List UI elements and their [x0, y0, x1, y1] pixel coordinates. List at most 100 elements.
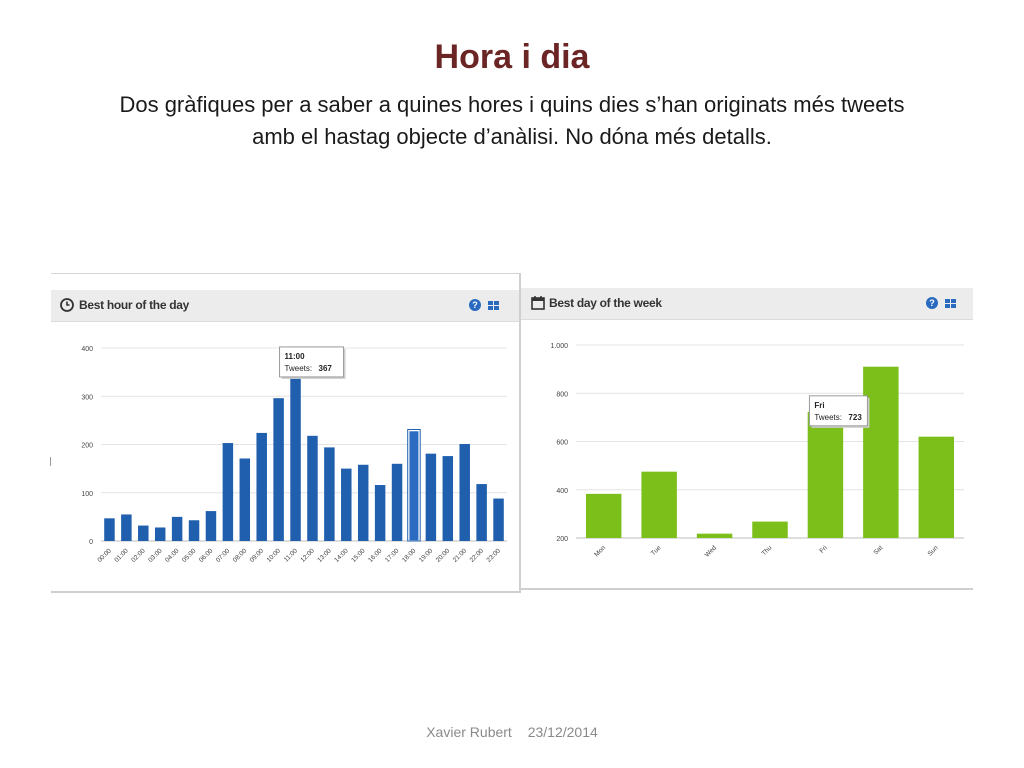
hour-bar — [205, 511, 217, 541]
hour-tooltip-box — [279, 346, 345, 378]
hour-xtick-label: 16:00 — [367, 547, 384, 564]
hour-xtick-label: 07:00 — [215, 547, 232, 564]
hour-xtick-label: 20:00 — [435, 547, 452, 564]
hour-bar — [171, 516, 183, 541]
day-ytick-label: 400 — [556, 488, 568, 495]
hour-ytick-label: 100 — [81, 491, 93, 498]
hour-xtick-label: 19:00 — [418, 547, 435, 564]
hour-bar — [104, 518, 115, 541]
hour-ytick-label: 0 — [89, 539, 93, 546]
hour-bar — [256, 432, 267, 541]
day-ytick-label: 800 — [556, 391, 568, 398]
day-ytick-label: 600 — [556, 440, 568, 447]
layout-grid-icon[interactable] — [488, 301, 500, 311]
slide-title: Hora i dia — [434, 38, 590, 76]
hour-xtick-label: 15:00 — [350, 547, 367, 564]
hour-bar — [324, 447, 335, 541]
hour-xtick-label: 01:00 — [113, 547, 130, 564]
hour-xtick-label: 11:00 — [283, 547, 299, 563]
footer-date: 23/12/2014 — [527, 724, 598, 740]
hour-tooltip-value: 367 — [319, 364, 333, 373]
day-ytick-label: 1.000 — [550, 343, 568, 350]
footer-author: Xavier Rubert — [426, 724, 512, 740]
hour-xtick-label: 12:00 — [299, 547, 316, 564]
best-hour-chart: 0 100 200 300 400 00:00 01:00 02:00 03:00 04:00 05… — [81, 346, 507, 564]
day-xtick-label: Thu — [761, 544, 774, 557]
day-ytick-label: 200 — [556, 536, 568, 543]
best-hour-panel: Best hour of the day ? 0 100 200 300 400 00:0… — [51, 273, 521, 593]
day-xtick-label: Sat — [872, 544, 884, 556]
hour-bar — [121, 514, 132, 541]
hour-xtick-label: 10:00 — [266, 547, 283, 564]
hour-bar — [290, 363, 301, 541]
day-bar — [696, 533, 733, 538]
best-day-header: Best day of the week ? — [521, 288, 973, 320]
edge-marker — [50, 457, 51, 466]
hour-tooltip: 11:00 Tweets: 367 — [279, 346, 346, 379]
hour-ytick-label: 300 — [81, 394, 93, 401]
best-hour-header: Best hour of the day ? — [51, 290, 519, 322]
slide-subtitle: Dos gràfiques per a saber a quines hores… — [119, 92, 905, 149]
day-tooltip-category: Fri — [814, 401, 824, 410]
hour-xtick-label: 00:00 — [96, 547, 113, 564]
hour-bar — [493, 498, 504, 541]
hour-bar — [425, 453, 437, 541]
hour-bar — [188, 520, 200, 541]
clock-icon — [60, 298, 74, 312]
hour-xtick-label: 08:00 — [232, 547, 249, 564]
hour-bar — [138, 525, 149, 541]
hour-xtick-label: 04:00 — [164, 547, 181, 564]
day-tooltip-value: 723 — [848, 413, 862, 422]
hour-xtick-label: 09:00 — [249, 547, 266, 564]
hour-xtick-label: 21:00 — [452, 547, 469, 564]
hour-xtick-label: 05:00 — [181, 547, 198, 564]
hour-bar — [374, 485, 386, 541]
hour-xtick-label: 22:00 — [469, 547, 486, 564]
hour-bar — [154, 527, 166, 541]
day-bar — [585, 493, 622, 538]
day-tooltip: Fri Tweets: 723 — [808, 395, 870, 428]
best-day-title: Best day of the week — [549, 296, 662, 310]
day-xtick-label: Tue — [650, 544, 663, 557]
hour-ytick-label: 200 — [81, 443, 93, 450]
hour-bar — [239, 458, 251, 541]
hour-bar — [442, 456, 454, 541]
day-tooltip-box — [808, 395, 868, 427]
hour-xtick-label: 23:00 — [485, 547, 502, 564]
hour-bar — [459, 444, 470, 541]
calendar-icon — [531, 296, 545, 310]
help-icon[interactable]: ? — [926, 297, 938, 309]
day-tooltip-label: Tweets: — [814, 413, 842, 422]
hour-bar — [357, 464, 369, 541]
day-xtick-label: Wed — [704, 544, 719, 559]
day-xtick-label: Fri — [819, 544, 829, 554]
best-day-chart: 200 400 600 800 1.000 Mon Tue Wed Thu Fri Sat Sun Fr… — [550, 343, 964, 559]
hour-ytick-label: 400 — [81, 346, 93, 353]
day-bar — [641, 471, 677, 538]
day-bar — [752, 521, 788, 538]
hour-xtick-label: 03:00 — [147, 547, 164, 564]
day-xtick-label: Sun — [927, 544, 940, 557]
hour-bar — [273, 398, 284, 541]
hour-tooltip-category: 11:00 — [285, 352, 306, 361]
day-bar — [918, 436, 955, 538]
hour-bar — [407, 429, 420, 542]
hour-bar — [391, 463, 403, 541]
best-hour-title: Best hour of the day — [79, 298, 190, 312]
hour-bar — [476, 484, 487, 541]
layout-grid-icon[interactable] — [945, 299, 957, 309]
best-day-panel: Best day of the week ? 200 400 600 800 1.000… — [521, 288, 973, 590]
hour-xtick-label: 14:00 — [333, 547, 350, 564]
hour-bar — [307, 435, 318, 541]
day-bar — [863, 366, 899, 538]
hour-xtick-label: 06:00 — [198, 547, 215, 564]
day-xtick-label: Mon — [593, 544, 607, 558]
hour-xtick-label: 18:00 — [401, 547, 418, 564]
hour-tooltip-label: Tweets: — [285, 364, 313, 373]
help-icon[interactable]: ? — [469, 299, 481, 311]
day-bar — [807, 411, 844, 538]
hour-xtick-label: 02:00 — [130, 547, 147, 564]
hour-bar — [222, 443, 234, 541]
hour-bar-highlight — [407, 429, 421, 542]
hour-bar — [341, 468, 352, 541]
